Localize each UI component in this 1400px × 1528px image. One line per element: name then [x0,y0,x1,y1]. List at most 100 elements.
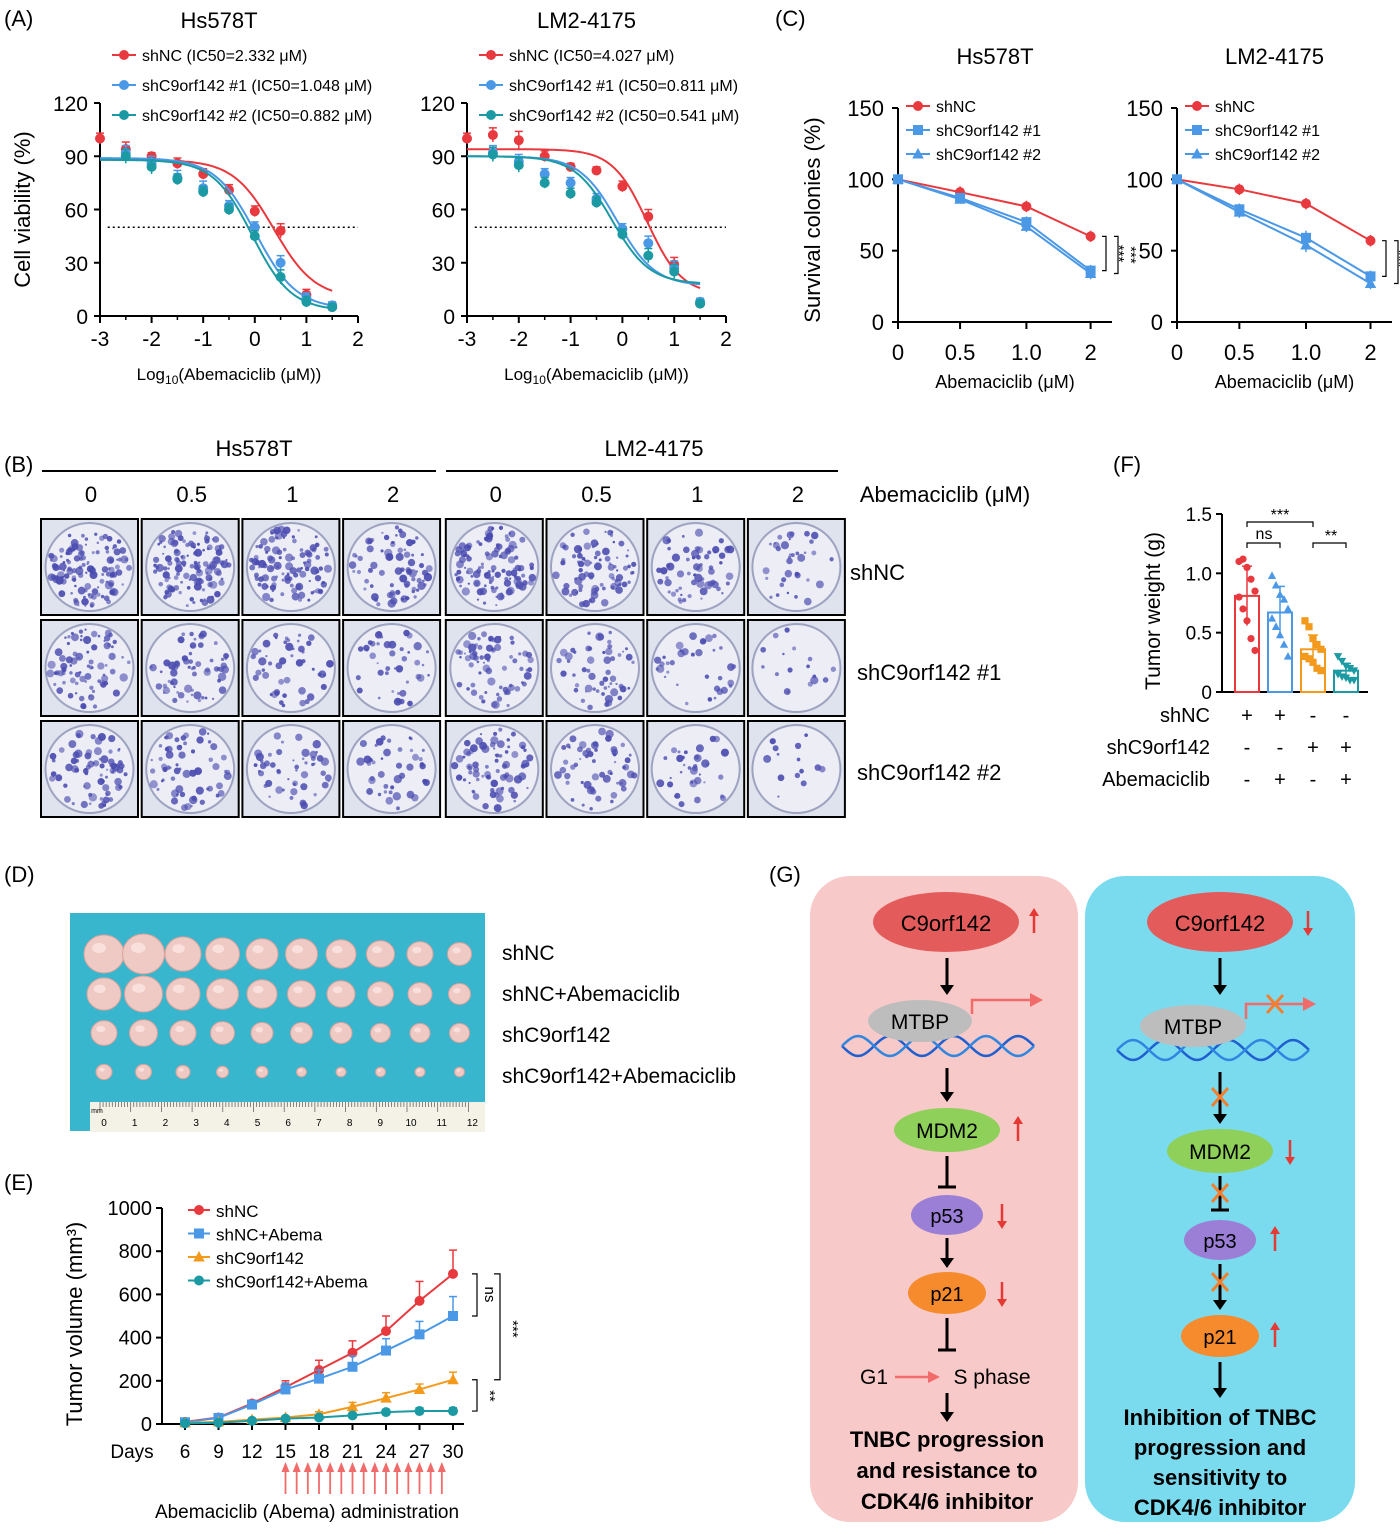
dose-label: 0 [490,482,502,507]
colony [587,631,591,635]
y-axis-label: Tumor weight (g) [1142,532,1165,690]
colony [472,793,480,800]
colony [219,560,225,566]
colony [295,769,298,772]
colony [419,762,426,770]
colony [496,543,503,550]
colony [590,741,599,750]
colony [695,648,703,657]
cell-line-label: Hs578T [215,436,292,461]
administration-arrow-head [326,1462,335,1472]
tumor-highlight [212,985,225,994]
colony [777,774,785,782]
colony [171,530,176,535]
colony [158,756,163,761]
colony [383,748,391,757]
colony [181,804,188,811]
colony [172,697,178,703]
data-point [462,133,472,144]
colony [586,656,595,664]
colony [615,682,618,686]
colony [713,696,717,700]
tumor-highlight [298,1069,302,1072]
colony [473,579,481,587]
colony [607,529,614,536]
x-tick-label: 30 [442,1442,463,1463]
colony [822,677,829,683]
colony [391,690,395,693]
colony [324,774,332,782]
colony [594,550,601,557]
colony [563,582,570,590]
colony [607,644,613,650]
colony [87,593,91,596]
colony [455,754,464,763]
colony [484,764,489,769]
colony [554,771,562,779]
colony [207,740,212,744]
series-line [897,178,1092,238]
arrow-head [1213,1300,1227,1310]
transcription-arrow [1244,1002,1305,1019]
colony [482,661,485,664]
colony [413,595,417,599]
data-point [314,1412,324,1423]
p21-label: p21 [1203,1327,1236,1349]
colony [178,751,186,759]
colony [599,582,604,587]
colony [100,594,105,599]
tumor [255,1065,269,1079]
colony [478,694,484,700]
colony [197,698,202,703]
dose-label: 1 [691,482,703,507]
treatment-sign: - [1310,705,1317,727]
tumor-highlight [218,1068,224,1072]
colony [494,758,499,763]
colony [717,675,723,681]
colony [53,682,57,686]
x-tick-label: 15 [275,1442,296,1463]
colony [315,554,321,560]
colony [255,544,259,549]
colony [721,592,724,595]
colony [78,629,84,634]
treatment-sign: + [1340,769,1352,791]
tumor [135,1063,152,1081]
colony [357,555,363,562]
colony [584,684,593,693]
colony [618,779,627,787]
colony [570,647,576,653]
colony [505,774,514,783]
colony [118,784,123,790]
ruler-label: 5 [255,1118,261,1129]
colony [58,654,66,662]
ruler-label: 12 [467,1118,479,1129]
colony [579,757,582,761]
colony [466,687,470,691]
y-axis-label: Tumor volume (mm³) [62,1222,87,1427]
colony [189,563,195,569]
legend-label: shC9orf142 #2 (IC50=0.541 μM) [509,108,739,125]
x-tick-label: 2 [720,328,732,351]
colony [495,768,500,774]
colony [286,638,291,642]
colony [468,781,471,785]
tumor [325,939,357,969]
y-tick-label: 1.0 [1186,564,1212,585]
colony [326,660,334,668]
colony [680,593,683,597]
colony [720,748,729,757]
colony [95,550,100,555]
colony [468,643,477,652]
colony [254,576,260,582]
colony [208,757,214,763]
colony [415,570,419,573]
administration-arrow-head [437,1462,446,1472]
colony [573,544,583,554]
colony [489,791,497,799]
colony [505,537,511,542]
colony [67,635,71,639]
colony [395,762,403,769]
colony [189,642,197,649]
colony [411,553,415,557]
